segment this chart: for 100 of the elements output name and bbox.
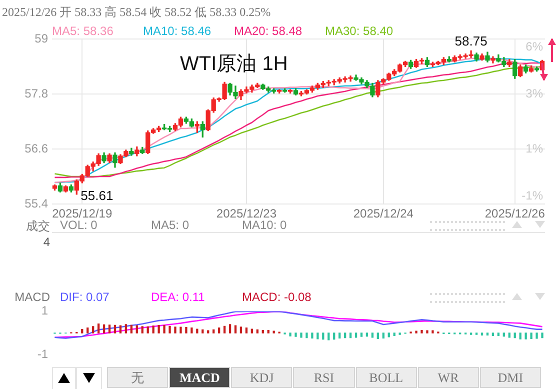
bar: [250, 328, 254, 334]
bar: [502, 332, 505, 337]
bar: [306, 332, 308, 338]
bar: [294, 332, 297, 337]
bar: [158, 325, 160, 334]
bar: [333, 332, 336, 340]
bar: [311, 332, 314, 339]
bar: [393, 332, 396, 336]
bar: [267, 330, 270, 334]
bar: [174, 326, 176, 334]
bar: [480, 332, 484, 336]
y-tick-label: 59: [34, 32, 48, 46]
text: VOL: 0: [60, 218, 98, 232]
bar: [146, 326, 149, 334]
bar: [262, 330, 264, 334]
bar: [207, 330, 210, 334]
y-tick-label: 56.6: [24, 141, 48, 156]
bar: [212, 329, 215, 334]
bar: [497, 332, 500, 336]
text: DMI: [480, 367, 541, 388]
bar: [338, 332, 341, 339]
text: MA5: 58.36: [52, 24, 114, 38]
bar: [388, 332, 390, 338]
bar: [536, 332, 538, 339]
bar: [420, 330, 423, 334]
bar: [344, 332, 346, 338]
text: WR: [418, 367, 479, 388]
bar: [136, 325, 138, 334]
bar: [519, 332, 522, 340]
text: MA5: 0: [151, 218, 190, 232]
bar: [202, 329, 204, 334]
bar: [541, 332, 544, 338]
bar: [349, 332, 352, 338]
bar: [415, 330, 418, 334]
bar: [514, 332, 516, 338]
x-tick-label: 2025/12/19: [52, 206, 112, 221]
bar: [163, 325, 166, 334]
bar: [524, 332, 527, 340]
x-tick-label: 2025/12/24: [353, 206, 414, 221]
bar: [168, 326, 171, 334]
text: 2025/12/26 开 58.33 高 58.54 收 58.52 低 58.33 0.25%: [2, 4, 271, 21]
y-tick-label: 1: [41, 304, 48, 318]
bar: [426, 330, 428, 334]
bar: [114, 324, 116, 334]
bar: [185, 327, 188, 334]
y-tick-label: -1: [37, 347, 48, 362]
bar: [234, 325, 237, 334]
text: 成交: [26, 218, 50, 235]
bar: [240, 326, 242, 334]
bar: [102, 324, 106, 334]
bar: [492, 332, 494, 336]
bar: [486, 332, 489, 336]
bar: [119, 325, 122, 334]
bar: [371, 332, 374, 338]
text: MA10: 58.46: [143, 24, 212, 38]
bar: [108, 324, 111, 334]
text: RSI: [293, 367, 355, 388]
text: DIF: 0.07: [60, 290, 110, 304]
text: MA20: 58.48: [234, 24, 302, 38]
bar: [141, 326, 144, 334]
text: MA30: 58.40: [325, 24, 394, 38]
y-axis-title: MACD: [14, 290, 50, 304]
bar: [245, 327, 248, 334]
text: WTI原油 1H: [180, 52, 288, 77]
bar: [530, 332, 532, 339]
y-tick-label: 57.8: [24, 86, 48, 100]
series-label: MACD: -0.08: [242, 290, 312, 304]
bar: [322, 332, 324, 340]
bar: [316, 332, 319, 340]
bar: [124, 324, 128, 334]
bar: [376, 332, 380, 339]
bar: [508, 332, 510, 338]
text: MACD: [169, 367, 230, 388]
bar: [180, 326, 182, 334]
bar: [81, 328, 84, 334]
annotation: 55.61: [80, 188, 114, 203]
x-tick-label: 2025/12/26: [484, 206, 546, 221]
bar: [218, 327, 220, 334]
bar: [228, 324, 232, 334]
bar: [289, 332, 292, 336]
bar: [196, 328, 198, 334]
bar: [92, 326, 94, 334]
series-label: DEA: 0.11: [151, 290, 205, 304]
bar: [300, 332, 302, 338]
bar: [354, 332, 358, 338]
bar: [360, 332, 363, 337]
text: MA10: 0: [242, 218, 287, 232]
bar: [190, 327, 193, 334]
bar: [86, 327, 89, 334]
text: 无: [107, 367, 168, 388]
bar: [256, 329, 258, 334]
x-tick-label: 2025/12/23: [216, 206, 277, 221]
bar: [152, 325, 154, 334]
y-tick-label: 55.4: [24, 196, 48, 210]
bar: [223, 326, 226, 334]
bar: [382, 332, 384, 339]
bar: [366, 332, 368, 337]
annotation: 58.75: [454, 34, 488, 49]
bar: [272, 330, 275, 334]
bar: [328, 332, 330, 340]
